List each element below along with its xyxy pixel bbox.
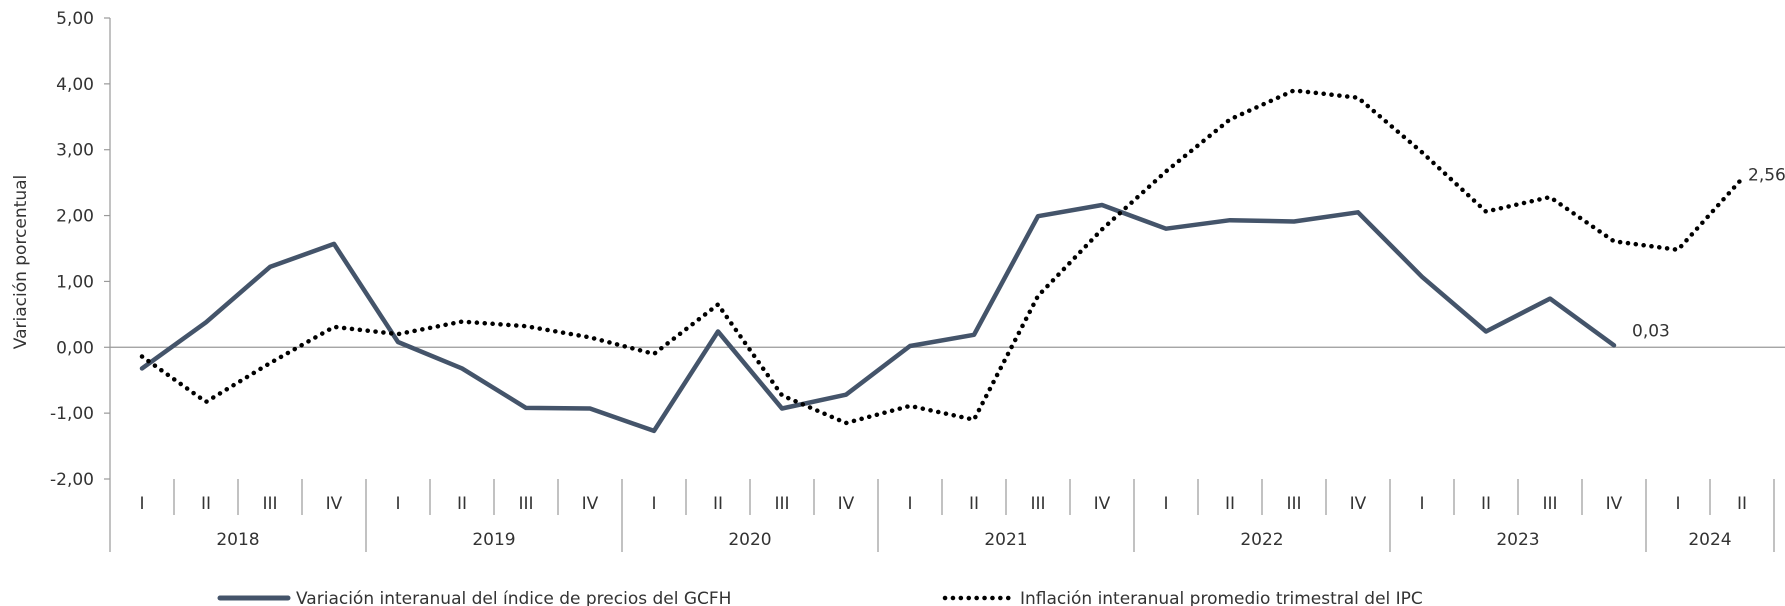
y-tick-label: -1,00 <box>50 404 94 424</box>
quarter-label: II <box>969 494 979 514</box>
y-tick-label: -2,00 <box>50 470 94 490</box>
y-tick-label: 1,00 <box>56 272 94 292</box>
quarter-label: II <box>457 494 467 514</box>
quarter-label: I <box>395 494 400 514</box>
legend-label-gcfh: Variación interanual del índice de preci… <box>296 589 731 606</box>
legend-label-ipc: Inflación interanual promedio trimestral… <box>1020 589 1423 606</box>
quarter-label: III <box>774 494 789 514</box>
quarter-label: II <box>201 494 211 514</box>
quarter-label: I <box>907 494 912 514</box>
chart-axes <box>109 18 1785 479</box>
y-tick-label: 2,00 <box>56 207 94 227</box>
quarter-label: I <box>139 494 144 514</box>
quarter-label: I <box>651 494 656 514</box>
quarter-label: II <box>1737 494 1747 514</box>
legend: Variación interanual del índice de preci… <box>217 589 1423 606</box>
quarter-label: I <box>1419 494 1424 514</box>
quarter-label: IV <box>1094 494 1111 514</box>
quarter-label: III <box>1542 494 1557 514</box>
year-label: 2021 <box>984 530 1027 550</box>
y-tick-label: 4,00 <box>56 75 94 95</box>
end-label-gcfh: 0,03 <box>1632 321 1670 341</box>
y-tick-label: 5,00 <box>56 9 94 29</box>
quarter-label: II <box>1225 494 1235 514</box>
quarter-label: III <box>1286 494 1301 514</box>
quarter-label: III <box>518 494 533 514</box>
year-label: 2020 <box>728 530 771 550</box>
series-line-ipc <box>139 88 1745 426</box>
y-tick-label: 0,00 <box>56 338 94 358</box>
quarter-label: IV <box>582 494 599 514</box>
quarter-label: II <box>1481 494 1491 514</box>
y-axis: 5,00 4,00 3,00 2,00 1,00 0,00 -1,00 -2,00 <box>50 9 110 490</box>
quarter-label: II <box>713 494 723 514</box>
quarter-label: IV <box>1606 494 1623 514</box>
year-label: 2022 <box>1240 530 1283 550</box>
quarter-label: IV <box>1350 494 1367 514</box>
quarter-label: IV <box>838 494 855 514</box>
year-label: 2018 <box>216 530 259 550</box>
quarter-label: III <box>262 494 277 514</box>
series-line-gcfh <box>139 202 1617 434</box>
quarter-label: I <box>1163 494 1168 514</box>
quarter-label: III <box>1030 494 1045 514</box>
year-label: 2024 <box>1688 530 1731 550</box>
end-label-ipc: 2,56 <box>1748 166 1785 186</box>
quarter-label: IV <box>326 494 343 514</box>
y-axis-title: Variación porcentual <box>11 175 31 349</box>
year-label: 2023 <box>1496 530 1539 550</box>
y-tick-label: 3,00 <box>56 141 94 161</box>
series-group: 0,03 2,56 <box>139 88 1785 434</box>
year-label: 2019 <box>472 530 515 550</box>
quarter-label: I <box>1675 494 1680 514</box>
